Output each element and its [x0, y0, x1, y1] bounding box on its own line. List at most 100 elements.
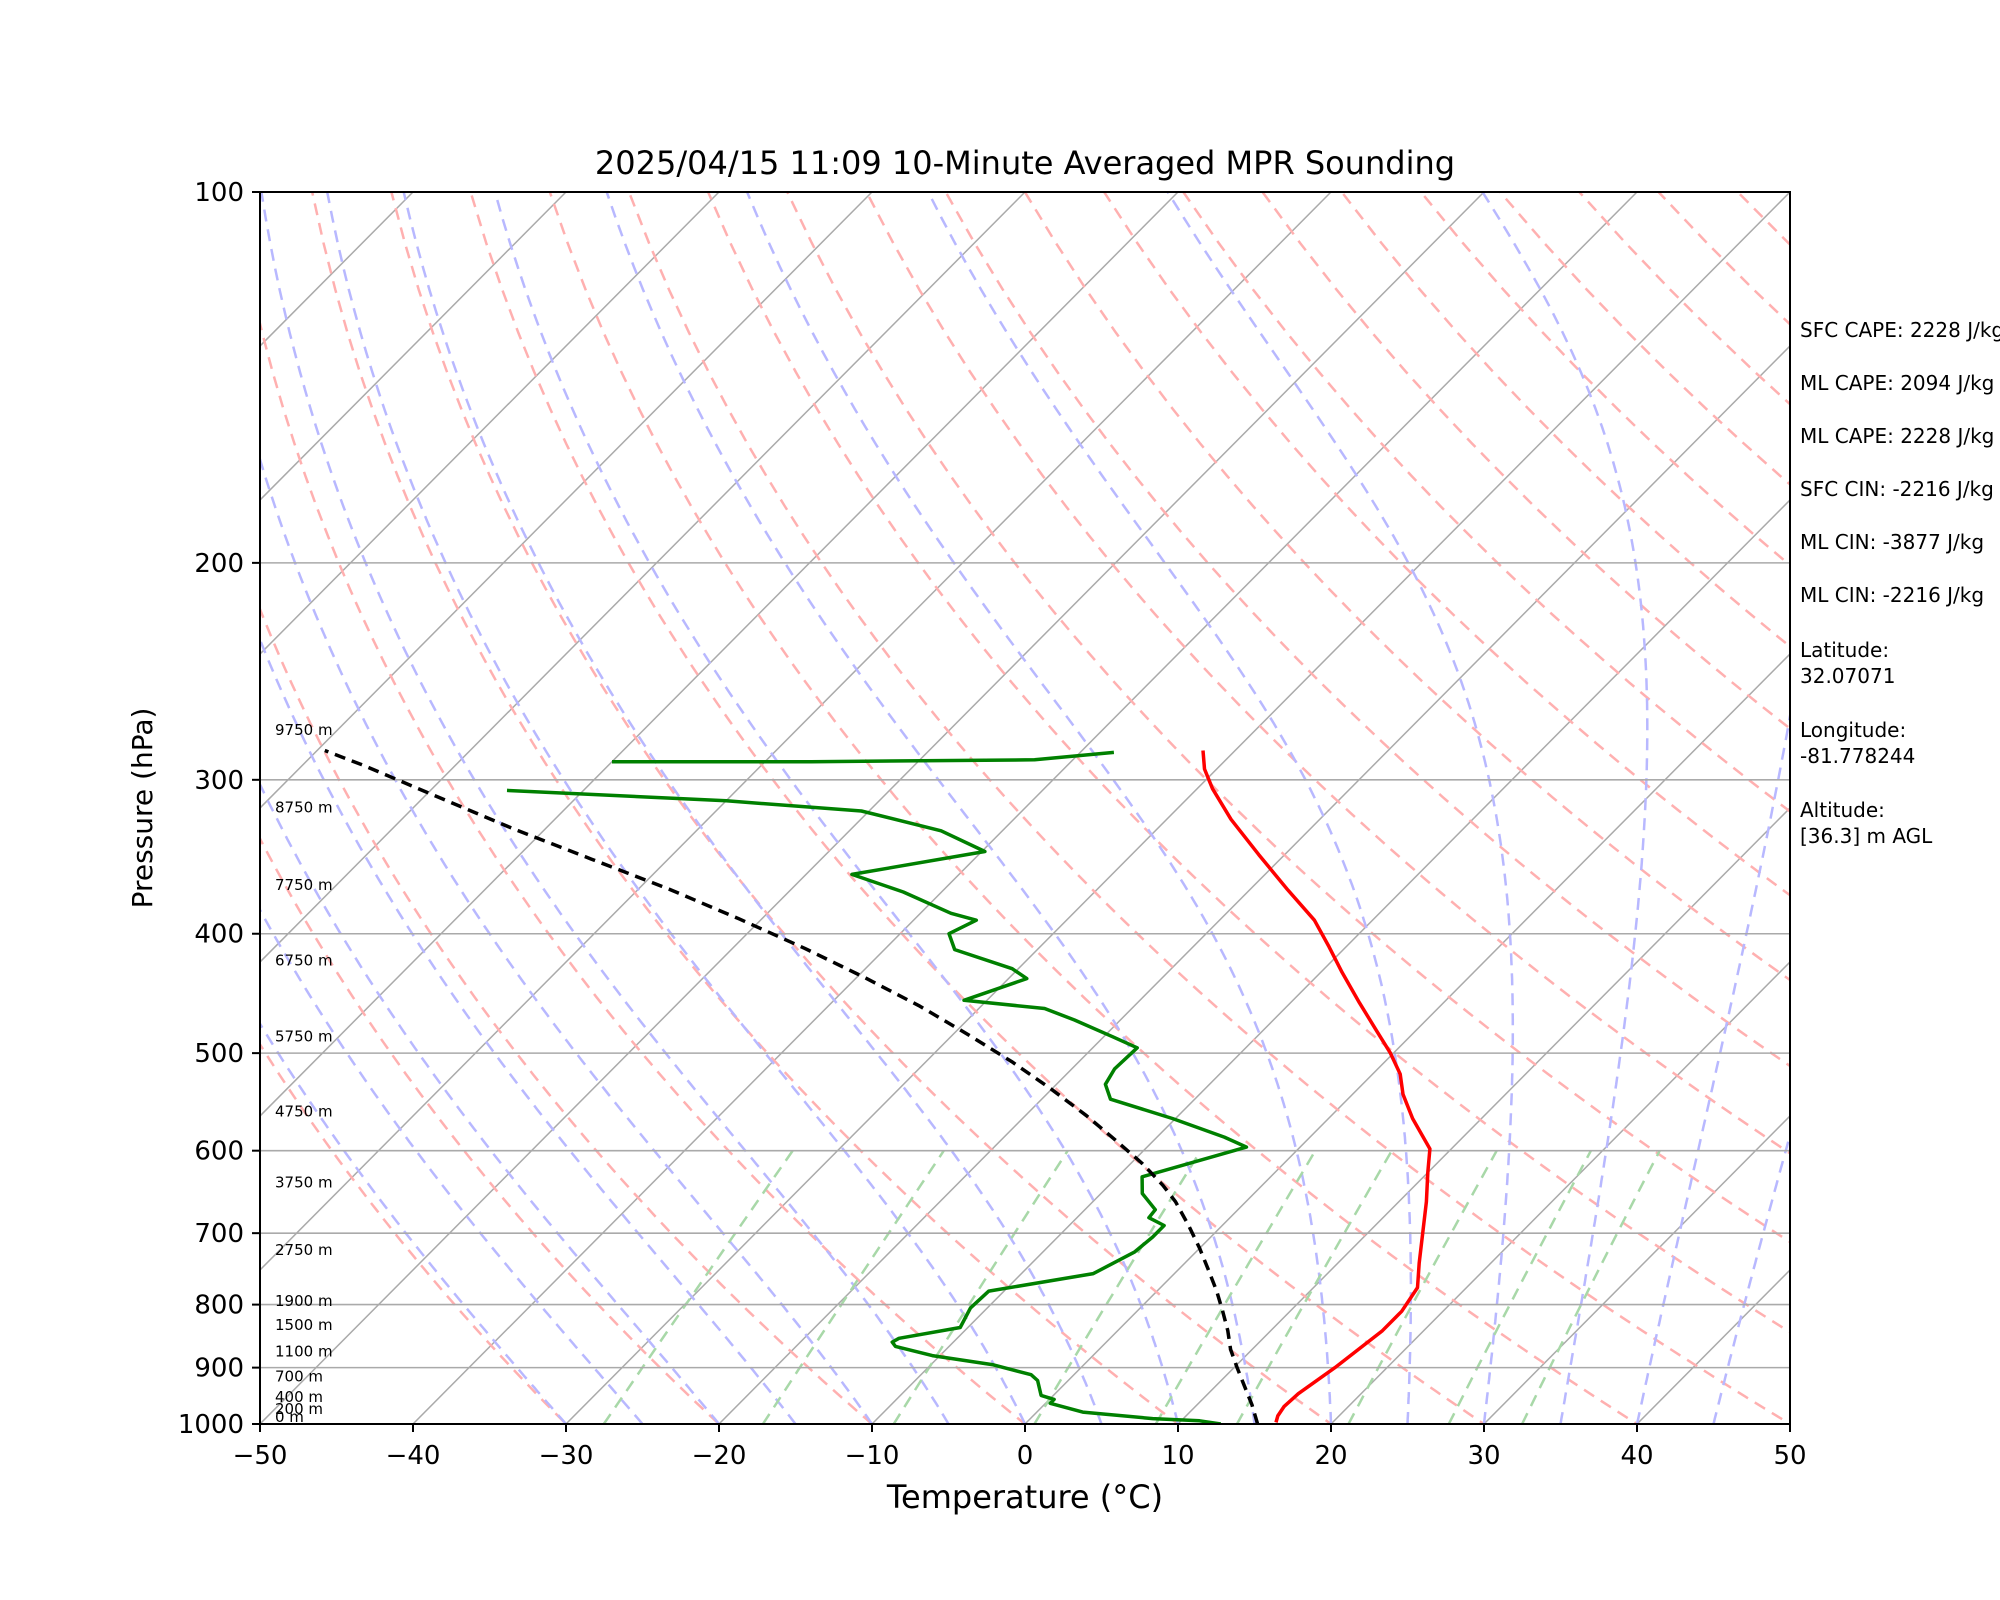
height-label: 200 m — [275, 1400, 323, 1418]
dry-adiabat-line — [1261, 192, 1790, 731]
y-tick-label: 1000 — [178, 1410, 244, 1440]
y-tick-label: 900 — [194, 1354, 244, 1384]
ml-cin-text: ML CIN: -3877 J/kg — [1800, 530, 1985, 554]
isotherm-line — [260, 192, 414, 348]
moist-adiabat-line — [325, 192, 1027, 1424]
sounding-series — [324, 748, 1432, 1424]
moist-adiabat-line — [1166, 192, 1515, 1424]
ml-cin-text-2: ML CIN: -2216 J/kg — [1800, 583, 1985, 607]
chart-title: 2025/04/15 11:09 10-Minute Averaged MPR … — [595, 144, 1455, 182]
longitude-value: -81.778244 — [1800, 744, 1916, 768]
x-tick-label: −30 — [539, 1441, 594, 1471]
sfc-cin-text: SFC CIN: -2216 J/kg — [1800, 477, 1994, 501]
height-label: 5750 m — [275, 1027, 333, 1045]
altitude-value: [36.3] m AGL — [1800, 824, 1933, 848]
isotherm-line — [1329, 960, 1790, 1424]
height-label: 700 m — [275, 1367, 323, 1385]
y-tick-label: 200 — [194, 549, 244, 579]
dry-adiabat-line — [260, 605, 874, 1424]
background-lines — [0, 192, 1790, 1450]
x-axis-label: Temperature (°C) — [886, 1478, 1163, 1516]
dry-adiabat-line — [786, 192, 1790, 1244]
dewpoint-line — [506, 788, 1249, 1424]
y-tick-label: 600 — [194, 1137, 244, 1167]
sounding-info-panel: SFC CAPE: 2228 J/kg ML CAPE: 2094 J/kg M… — [1800, 0, 2000, 1600]
y-tick-label: 800 — [194, 1291, 244, 1321]
isotherm-line — [260, 192, 873, 810]
latitude-label: Latitude: — [1800, 638, 1890, 662]
latitude-value: 32.07071 — [1800, 664, 1896, 688]
isotherm-line — [1023, 652, 1790, 1424]
isotherm-line — [260, 192, 1179, 1118]
height-label: 400 m — [275, 1388, 323, 1406]
dry-adiabat-line — [706, 192, 1790, 1334]
y-tick-label: 700 — [194, 1219, 244, 1249]
height-label: 3750 m — [275, 1173, 333, 1191]
moist-adiabat-line — [1635, 709, 1790, 1424]
x-tick-label: 40 — [1620, 1441, 1653, 1471]
moist-adiabat-line — [260, 1021, 567, 1424]
dry-adiabat-line — [865, 192, 1790, 1155]
longitude-label: Longitude: — [1800, 718, 1907, 742]
isotherm-line — [1176, 806, 1790, 1424]
height-label: 1100 m — [275, 1343, 333, 1361]
sfc-cape-text: SFC CAPE: 2228 J/kg — [1800, 318, 2000, 342]
moist-adiabat-line — [605, 192, 1256, 1424]
height-label: 0 m — [275, 1408, 304, 1426]
height-label: 1500 m — [275, 1316, 333, 1334]
x-tick-label: 10 — [1161, 1441, 1194, 1471]
moist-adiabat-line — [1481, 192, 1649, 1424]
temperature-line — [1201, 750, 1432, 1423]
y-tick-label: 500 — [194, 1039, 244, 1069]
height-label: 7750 m — [275, 876, 333, 894]
x-tick-label: −10 — [845, 1441, 900, 1471]
moist-adiabat-line — [1712, 1130, 1790, 1424]
altitude-label: Altitude: — [1800, 798, 1885, 822]
height-label: 6750 m — [275, 951, 333, 969]
y-axis-label: Pressure (hPa) — [126, 708, 159, 909]
moist-adiabat-line — [927, 192, 1413, 1424]
moist-adiabat-line — [493, 192, 1180, 1424]
dry-adiabat-line — [548, 192, 1640, 1424]
x-tick-label: −20 — [692, 1441, 747, 1471]
isotherm-line — [411, 192, 1638, 1424]
x-tick-label: 0 — [1017, 1441, 1034, 1471]
isotherm-line — [260, 192, 1332, 1272]
height-label: 9750 m — [275, 721, 333, 739]
x-tick-label: 20 — [1314, 1441, 1347, 1471]
x-axis-ticks: −50 −40 −30 −20 −10 0 10 20 30 40 50 — [233, 1424, 1807, 1471]
moist-adiabat-line — [745, 192, 1333, 1424]
x-tick-label: −50 — [233, 1441, 288, 1471]
y-tick-label: 400 — [194, 920, 244, 950]
moist-adiabat-line — [260, 192, 950, 1424]
dry-adiabat-line — [469, 192, 1487, 1424]
mixing-ratio-line — [1447, 1150, 1593, 1424]
moist-adiabat-line — [402, 192, 1103, 1424]
height-label: 4750 m — [275, 1103, 333, 1121]
height-label: 1900 m — [275, 1292, 333, 1310]
y-tick-label: 300 — [194, 766, 244, 796]
isotherm-line — [260, 192, 1026, 964]
dry-adiabat-line — [390, 192, 1334, 1424]
x-tick-label: −40 — [386, 1441, 441, 1471]
mixing-ratio-line — [761, 1150, 945, 1424]
moist-adiabat-line — [260, 455, 874, 1424]
isotherm-line — [1482, 1114, 1790, 1424]
mixing-ratio-line — [1520, 1150, 1661, 1424]
height-label: 8750 m — [275, 798, 333, 816]
height-label: 2750 m — [275, 1241, 333, 1259]
isotherm-line — [260, 192, 720, 656]
dry-adiabat-line — [627, 192, 1790, 1424]
moist-adiabat-line — [260, 636, 797, 1424]
mixing-ratio-line — [1235, 1150, 1393, 1424]
isotherm-line — [717, 344, 1790, 1424]
isotherm-line — [564, 192, 1790, 1424]
dry-adiabat-line — [260, 835, 721, 1424]
dry-adiabat-line — [944, 192, 1790, 1068]
dry-adiabat-line — [260, 1042, 568, 1424]
isotherm-line — [0, 192, 107, 1450]
y-tick-label: 100 — [194, 178, 244, 208]
mixing-ratio-line — [1154, 1150, 1317, 1424]
